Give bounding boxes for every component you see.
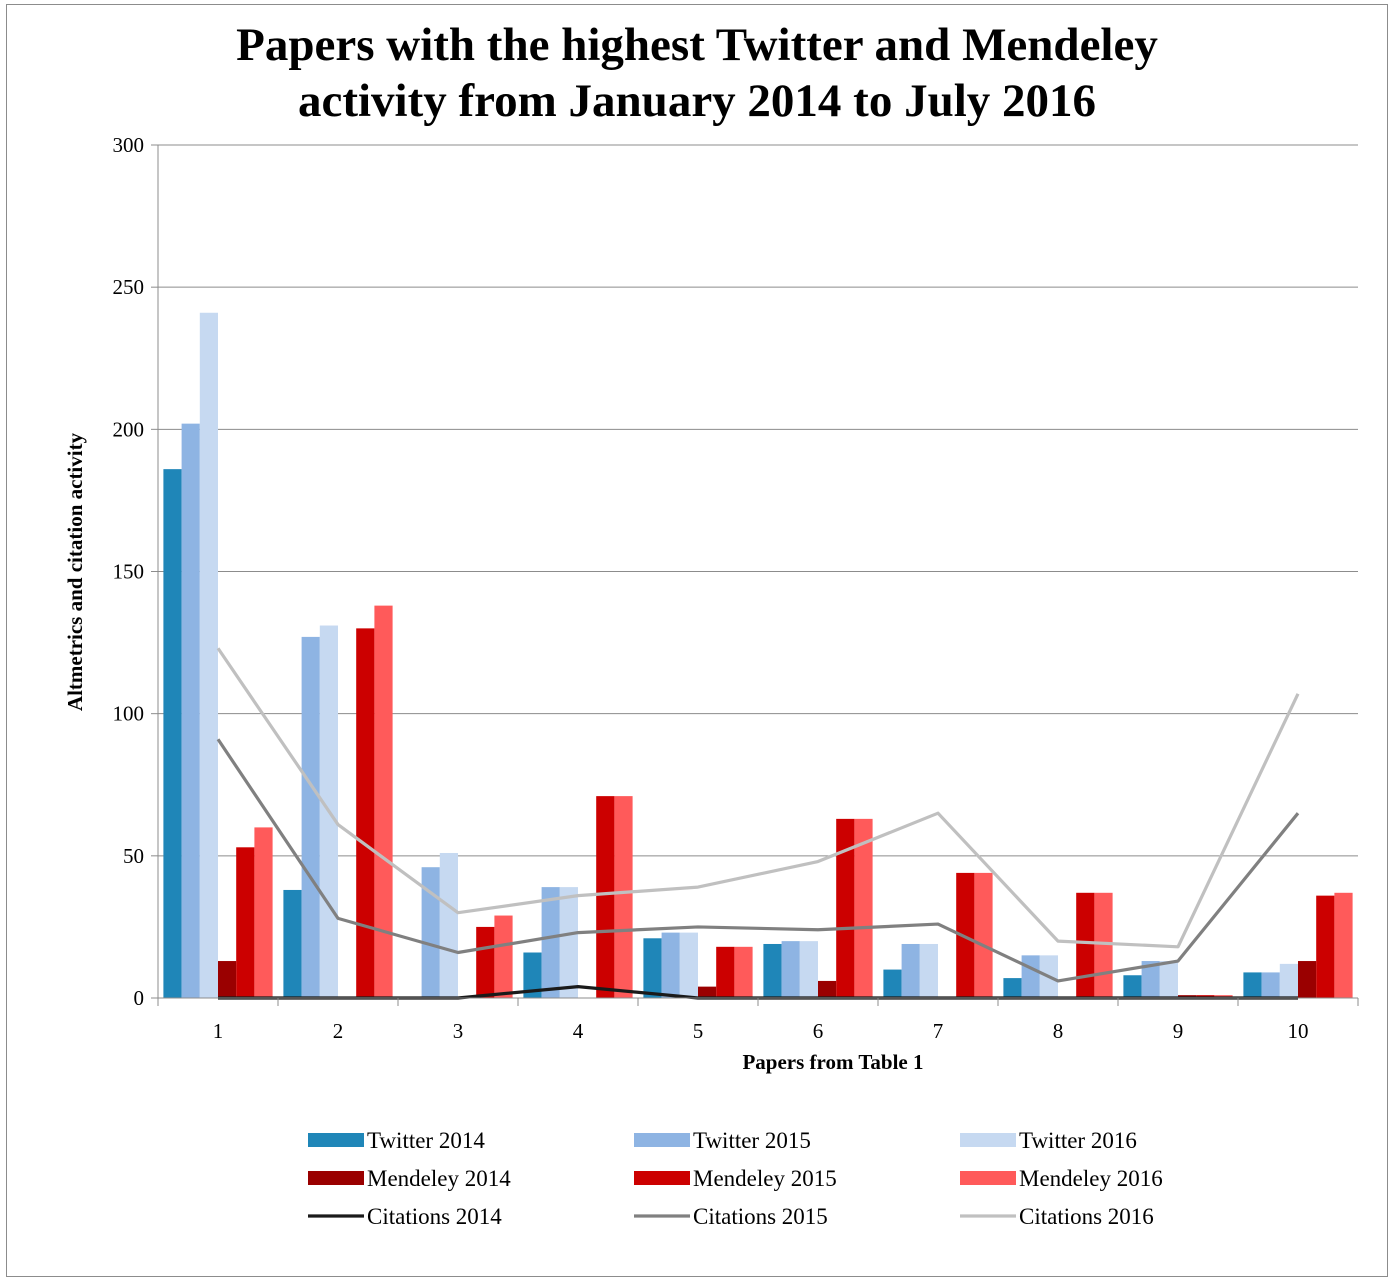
bar-twitter-2015-paper-3: [421, 867, 440, 998]
bar-twitter-2014-paper-1: [163, 469, 182, 998]
legend: Twitter 2014 Twitter 2015 Twitter 2016 Mend…: [308, 1128, 1163, 1229]
x-tick-label: 2: [333, 1019, 344, 1043]
bar-twitter-2014-paper-4: [523, 952, 542, 998]
bar-twitter-2015-paper-9: [1141, 961, 1160, 998]
y-tick-label: 100: [113, 702, 145, 726]
bar-twitter-2016-paper-7: [919, 943, 938, 998]
bar-twitter-2016-paper-3: [439, 852, 458, 998]
bar-mendeley-2016-paper-5: [734, 946, 753, 998]
bar-mendeley-2015-paper-3: [476, 926, 495, 998]
x-tick-label: 4: [573, 1019, 584, 1043]
bar-mendeley-2015-paper-5: [716, 946, 735, 998]
bar-mendeley-2016-paper-8: [1094, 892, 1113, 998]
bar-mendeley-2016-paper-4: [614, 796, 633, 998]
x-tick-label: 7: [933, 1019, 944, 1043]
legend-label: Twitter 2015: [693, 1128, 811, 1153]
bar-twitter-2016-paper-5: [679, 932, 698, 998]
bar-mendeley-2016-paper-7: [974, 872, 993, 998]
x-tick-label: 6: [813, 1019, 824, 1043]
axes: [157, 145, 1359, 1006]
bar-twitter-2015-paper-1: [181, 423, 200, 998]
bar-twitter-2014-paper-5: [643, 938, 662, 998]
bar-twitter-2014-paper-9: [1123, 975, 1142, 998]
y-tick-label: 0: [134, 986, 145, 1010]
bar-twitter-2015-paper-4: [541, 887, 560, 998]
legend-swatch: [634, 1171, 690, 1185]
bar-mendeley-2016-paper-10: [1334, 892, 1353, 998]
bar-twitter-2015-paper-7: [901, 943, 920, 998]
bar-twitter-2014-paper-10: [1243, 972, 1262, 998]
legend-swatch: [960, 1133, 1016, 1147]
legend-label: Citations 2014: [367, 1204, 502, 1229]
legend-label: Mendeley 2014: [367, 1166, 511, 1191]
y-tick-label: 50: [123, 844, 144, 868]
chart-title-line-2: activity from January 2014 to July 2016: [298, 75, 1096, 127]
chart-frame: [6, 4, 1388, 1277]
x-axis-title: Papers from Table 1: [742, 1050, 923, 1074]
bar-twitter-2015-paper-5: [661, 932, 680, 998]
bar-twitter-2016-paper-10: [1279, 963, 1298, 998]
line-citations-2015: [216, 738, 1300, 983]
x-tick-label: 8: [1053, 1019, 1064, 1043]
bar-twitter-2015-paper-10: [1261, 972, 1280, 998]
bar-twitter-2016-paper-4: [559, 887, 578, 998]
bar-mendeley-2015-paper-1: [236, 847, 255, 998]
legend-label: Mendeley 2015: [693, 1166, 837, 1191]
legend-label: Twitter 2014: [367, 1128, 485, 1153]
bar-mendeley-2014-paper-6: [818, 980, 837, 998]
bar-mendeley-2016-paper-3: [494, 915, 513, 998]
y-tick-label: 150: [113, 560, 145, 584]
bar-mendeley-2015-paper-2: [356, 628, 375, 998]
chart-title: Papers with the highest Twitter and Mend…: [236, 19, 1158, 127]
bar-mendeley-2014-paper-5: [698, 986, 717, 998]
bar-mendeley-2015-paper-6: [836, 818, 855, 998]
legend-swatch: [634, 1133, 690, 1147]
bar-mendeley-2015-paper-4: [596, 796, 615, 998]
tick-labels: 0 50 100 150 200 250 300 1 2 3 4 5 6 7 8 9 10: [113, 133, 1309, 1043]
line-citations-2016: [216, 647, 1300, 949]
bar-mendeley-2016-paper-6: [854, 818, 873, 998]
bar-twitter-2014-paper-8: [1003, 978, 1022, 998]
x-tick-label: 3: [453, 1019, 464, 1043]
bar-twitter-2016-paper-6: [799, 941, 818, 998]
bar-mendeley-2016-paper-1: [254, 827, 273, 998]
bars: [163, 312, 1353, 998]
x-tick-label: 9: [1173, 1019, 1184, 1043]
legend-swatch: [308, 1133, 364, 1147]
bar-twitter-2015-paper-8: [1021, 955, 1040, 998]
legend-label: Mendeley 2016: [1019, 1166, 1163, 1191]
bar-twitter-2016-paper-1: [199, 312, 218, 998]
legend-label: Citations 2015: [693, 1204, 828, 1229]
bar-twitter-2014-paper-6: [763, 943, 782, 998]
x-tick-label: 10: [1288, 1019, 1309, 1043]
legend-label: Citations 2016: [1019, 1204, 1154, 1229]
bar-twitter-2015-paper-6: [781, 941, 800, 998]
legend-swatch: [960, 1171, 1016, 1185]
chart-title-line-1: Papers with the highest Twitter and Mend…: [236, 19, 1158, 71]
bar-mendeley-2016-paper-2: [374, 605, 393, 998]
y-tick-label: 250: [113, 275, 145, 299]
legend-label: Twitter 2016: [1019, 1128, 1137, 1153]
y-axis-title: Altmetrics and citation activity: [63, 432, 87, 711]
bar-mendeley-2014-paper-10: [1298, 961, 1317, 998]
x-tick-label: 5: [693, 1019, 704, 1043]
bar-twitter-2015-paper-2: [301, 636, 320, 998]
bar-twitter-2014-paper-2: [283, 889, 302, 998]
bar-mendeley-2014-paper-1: [218, 961, 237, 998]
bar-twitter-2014-paper-7: [883, 969, 902, 998]
bar-twitter-2016-paper-9: [1159, 961, 1178, 998]
x-tick-label: 1: [213, 1019, 224, 1043]
legend-swatch: [308, 1171, 364, 1185]
y-tick-label: 300: [113, 133, 145, 157]
bar-mendeley-2015-paper-10: [1316, 895, 1335, 998]
y-tick-label: 200: [113, 417, 145, 441]
bar-mendeley-2015-paper-8: [1076, 892, 1095, 998]
